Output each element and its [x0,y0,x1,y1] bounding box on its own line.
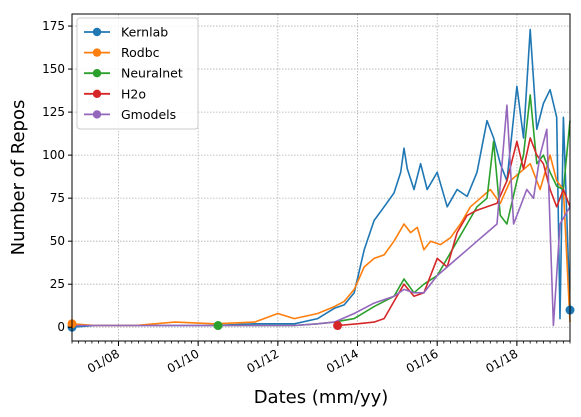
y-tick-label: 100 [42,148,65,162]
series-line-kernlab [71,28,571,328]
legend-item-neuralnet: Neuralnet [84,66,183,81]
plot-frame [71,13,571,342]
legend-item-rodbc: Rodbc [84,45,160,60]
legend-marker [92,89,102,99]
y-tick-label: 125 [42,105,65,119]
y-tick-label: 175 [42,19,65,33]
legend-label: Neuralnet [121,66,183,81]
x-axis-label: Dates (mm/yy) [254,387,389,408]
legend-marker [92,27,102,37]
x-tick-label: 01/16 [404,346,441,375]
marker-neuralnet [213,321,223,331]
legend: Kernlab Rodbc Neuralnet H2o Gmodels [76,17,199,130]
legend-label: Kernlab [121,25,168,40]
legend-box [76,17,199,130]
y-tick-label: 75 [50,191,65,205]
legend-marker [92,48,102,57]
legend-label: Rodbc [121,45,160,60]
legend-item-gmodels: Gmodels [84,107,176,122]
x-tick-label: 01/10 [165,346,202,375]
x-tick-label: 01/14 [324,346,361,375]
legend-label: Gmodels [121,107,176,122]
series-line-h2o [337,137,571,327]
series-line-rodbc [71,154,571,327]
y-axis: 0 25 50 75 100 125 150 175 [42,19,72,334]
x-tick-label: 01/12 [244,346,281,375]
legend-marker [92,69,102,78]
legend-marker [92,110,102,119]
x-tick-label: 01/08 [85,346,122,375]
y-tick-label: 150 [42,62,65,76]
legend-item-h2o: H2o [84,86,146,101]
legend-item-kernlab: Kernlab [84,25,168,40]
y-axis-label: Number of Repos [8,100,29,256]
y-tick-label: 0 [57,320,65,334]
series-layer [71,28,571,328]
y-tick-label: 25 [50,277,65,291]
marker-h2o [333,321,343,331]
series-line-gmodels [72,104,571,327]
legend-label: H2o [121,86,146,101]
y-tick-label: 50 [50,234,65,248]
x-axis: 01/08 01/10 01/12 01/14 01/16 01/18 [71,341,571,376]
x-tick-label: 01/18 [483,346,520,375]
